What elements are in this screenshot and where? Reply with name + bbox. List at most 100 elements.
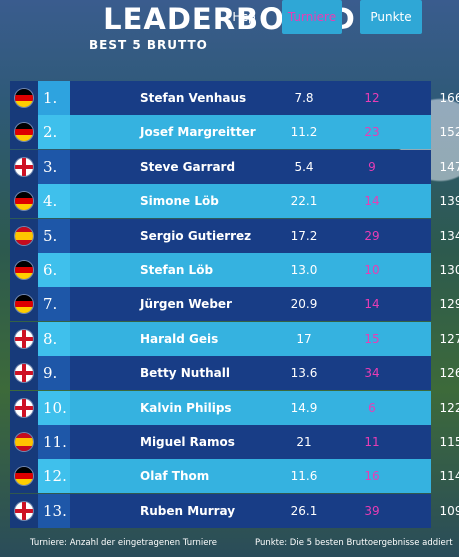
row-body: Stefan Löb 13.0 10 130 <box>70 253 459 287</box>
table-row: 6. Stefan Löb 13.0 10 130 <box>10 253 459 287</box>
rank-number: 11. <box>38 425 70 459</box>
table-row: 4. Simone Löb 22.1 14 139 <box>10 184 459 219</box>
turniere-value: 9 <box>368 159 376 174</box>
flag-cell <box>10 459 38 494</box>
rank-number: 10. <box>38 390 70 425</box>
turniere-value: 23 <box>364 125 380 140</box>
germany-flag-icon <box>15 261 33 279</box>
flag-cell <box>10 390 38 425</box>
player-name: Stefan Löb <box>140 263 214 277</box>
table-row: 7. Jürgen Weber 20.9 14 129 <box>10 287 459 322</box>
row-body: Harald Geis 17 15 127 <box>70 321 459 356</box>
punkte-value: 114 <box>439 469 459 484</box>
player-name: Betty Nuthall <box>140 366 230 381</box>
hcp-value: 13.6 <box>290 366 318 381</box>
germany-flag-icon <box>15 467 33 486</box>
rank-number: 1. <box>38 81 70 115</box>
punkte-value: 139 <box>439 194 459 209</box>
player-name: Harald Geis <box>140 331 219 346</box>
row-body: Miguel Ramos 21 11 115 <box>70 425 459 459</box>
turniere-value: 6 <box>368 400 376 415</box>
row-body: Stefan Venhaus 7.8 12 166 <box>70 81 459 115</box>
player-name: Ruben Murray <box>140 503 236 518</box>
row-body: Betty Nuthall 13.6 34 126 <box>70 356 459 391</box>
turniere-value: 12 <box>364 91 380 105</box>
player-name: Kalvin Philips <box>140 400 232 415</box>
table-row: 13. Ruben Murray 26.1 39 109 <box>10 493 459 528</box>
flag-cell <box>10 115 38 150</box>
germany-flag-icon <box>15 192 33 211</box>
flag-cell <box>10 253 38 287</box>
table-row: 11. Miguel Ramos 21 11 115 <box>10 425 459 459</box>
flag-cell <box>10 218 38 253</box>
hcp-value: 7.8 <box>294 91 314 105</box>
table-row: 12. Olaf Thom 11.6 16 114 <box>10 459 459 494</box>
turniere-value: 14 <box>364 194 380 209</box>
england-flag-icon <box>15 157 33 176</box>
hcp-value: 22.1 <box>290 194 318 209</box>
hcp-value: 11.6 <box>290 469 318 484</box>
rank-number: 2. <box>38 115 70 150</box>
turniere-value: 34 <box>364 366 380 381</box>
spain-flag-icon <box>15 226 33 245</box>
flag-cell <box>10 287 38 322</box>
flag-cell <box>10 149 38 184</box>
table-row: 5. Sergio Gutierrez 17.2 29 134 <box>10 218 459 253</box>
hcp-value: 17.2 <box>290 228 318 243</box>
punkte-value: 134 <box>439 228 459 243</box>
england-flag-icon <box>15 398 33 417</box>
punkte-value: 115 <box>439 435 459 449</box>
table-row: 8. Harald Geis 17 15 127 <box>10 321 459 356</box>
row-body: Steve Garrard 5.4 9 147 <box>70 149 459 184</box>
footer-note-punkte: Punkte: Die 5 besten Bruttoergebnisse ad… <box>255 538 453 548</box>
rank-number: 3. <box>38 149 70 184</box>
hcp-value: 5.4 <box>294 159 314 174</box>
punkte-value: 127 <box>439 331 459 346</box>
hcp-value: 14.9 <box>290 400 318 415</box>
punkte-value: 166 <box>439 91 459 105</box>
rank-number: 12. <box>38 459 70 494</box>
germany-flag-icon <box>15 123 33 142</box>
flag-cell <box>10 321 38 356</box>
column-header-hcp: Hcp <box>232 10 256 24</box>
table-row: 1. Stefan Venhaus 7.8 12 166 <box>10 81 459 115</box>
player-name: Sergio Gutierrez <box>140 228 252 243</box>
table-row: 3. Steve Garrard 5.4 9 147 <box>10 149 459 184</box>
punkte-value: 130 <box>439 263 459 277</box>
row-body: Kalvin Philips 14.9 6 122 <box>70 390 459 425</box>
flag-cell <box>10 81 38 115</box>
turniere-value: 16 <box>364 469 380 484</box>
rank-number: 8. <box>38 321 70 356</box>
rank-number: 6. <box>38 253 70 287</box>
flag-cell <box>10 184 38 219</box>
table-row: 9. Betty Nuthall 13.6 34 126 <box>10 356 459 391</box>
hcp-value: 11.2 <box>290 125 318 140</box>
flag-cell <box>10 356 38 391</box>
turniere-value: 29 <box>364 228 380 243</box>
player-name: Stefan Venhaus <box>140 91 247 105</box>
player-name: Josef Margreitter <box>140 125 256 140</box>
england-flag-icon <box>15 501 33 520</box>
flag-cell <box>10 493 38 528</box>
punkte-value: 129 <box>439 297 459 312</box>
punkte-value: 122 <box>439 400 459 415</box>
rank-number: 7. <box>38 287 70 322</box>
table-row: 10. Kalvin Philips 14.9 6 122 <box>10 390 459 425</box>
germany-flag-icon <box>15 89 33 107</box>
rank-number: 9. <box>38 356 70 391</box>
player-name: Olaf Thom <box>140 469 210 484</box>
row-body: Josef Margreitter 11.2 23 152 <box>70 115 459 150</box>
rank-number: 5. <box>38 218 70 253</box>
turniere-value: 14 <box>364 297 380 312</box>
row-body: Olaf Thom 11.6 16 114 <box>70 459 459 494</box>
punkte-value: 109 <box>439 503 459 518</box>
row-body: Ruben Murray 26.1 39 109 <box>70 493 459 528</box>
row-body: Simone Löb 22.1 14 139 <box>70 184 459 219</box>
player-name: Simone Löb <box>140 194 219 209</box>
england-flag-icon <box>15 329 33 348</box>
turniere-value: 15 <box>364 331 380 346</box>
player-name: Steve Garrard <box>140 159 236 174</box>
punkte-value: 126 <box>439 366 459 381</box>
turniere-value: 11 <box>364 435 380 449</box>
table-row: 2. Josef Margreitter 11.2 23 152 <box>10 115 459 150</box>
